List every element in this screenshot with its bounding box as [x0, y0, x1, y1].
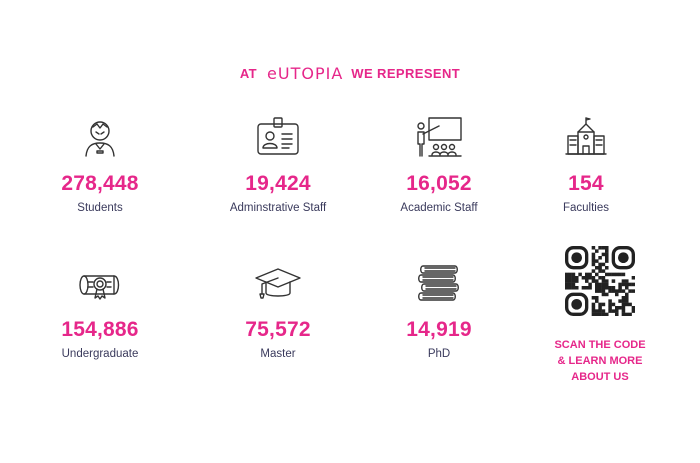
stat-value: 278,448	[61, 172, 139, 195]
qr-caption-line: ABOUT US	[571, 371, 629, 383]
stat-label: Students	[77, 202, 123, 214]
graduation-cap-icon	[193, 260, 363, 304]
stat-value: 14,919	[406, 318, 472, 341]
stat-administrative-staff: 19,424 Adminstrative Staff	[193, 114, 363, 214]
stat-value: 154,886	[61, 318, 139, 341]
stat-value: 75,572	[245, 318, 311, 341]
diploma-icon	[15, 260, 185, 304]
stat-label: Faculties	[562, 202, 610, 214]
stat-label: Undergraduate	[61, 348, 139, 360]
building-icon	[501, 114, 671, 158]
stat-value: 16,052	[406, 172, 472, 195]
qr-caption-line: SCAN THE CODE	[554, 339, 646, 351]
stat-students: 278,448 Students	[15, 114, 185, 214]
books-icon	[354, 260, 524, 304]
stat-label: Master	[260, 348, 296, 360]
qr-caption-line: & LEARN MORE	[557, 355, 643, 367]
header-suffix: WE REPRESENT	[351, 66, 461, 81]
stat-phd: 14,919 PhD	[354, 260, 524, 360]
teacher-board-icon	[354, 114, 524, 158]
student-icon	[15, 114, 185, 158]
stat-label: Academic Staff	[400, 202, 478, 214]
stat-label: Adminstrative Staff	[229, 202, 327, 214]
stat-academic-staff: 16,052 Academic Staff	[354, 114, 524, 214]
qr-code-icon[interactable]	[565, 246, 636, 317]
eutopia-logo: eUTOPIA	[267, 64, 344, 83]
stat-master: 75,572 Master	[193, 260, 363, 360]
stat-faculties: 154 Faculties	[501, 114, 671, 214]
qr-section: SCAN THE CODE & LEARN MORE ABOUT US	[515, 246, 685, 385]
stat-value: 19,424	[245, 172, 311, 195]
id-badge-icon	[193, 114, 363, 158]
stat-label: PhD	[427, 348, 451, 360]
page-header: AT eUTOPIA WE REPRESENT	[0, 64, 700, 83]
qr-caption: SCAN THE CODE & LEARN MORE ABOUT US	[515, 337, 685, 385]
stat-value: 154	[568, 172, 604, 195]
header-prefix: AT	[239, 66, 258, 81]
stat-undergraduate: 154,886 Undergraduate	[15, 260, 185, 360]
